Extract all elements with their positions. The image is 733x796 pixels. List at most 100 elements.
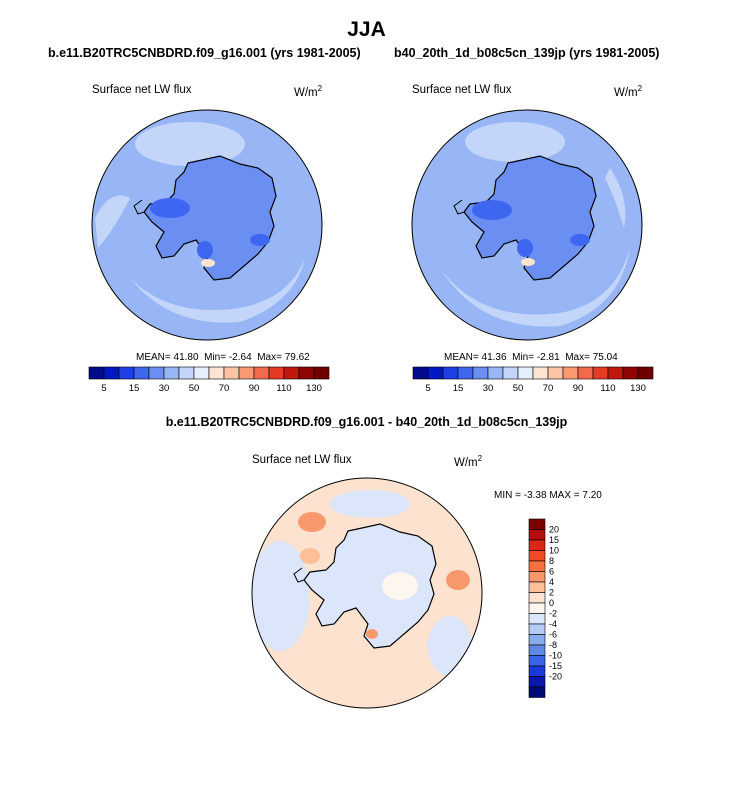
colorbar-tick-label: 2 xyxy=(549,588,554,598)
colorbar-box xyxy=(298,366,315,380)
colorbar-tick-label: 20 xyxy=(549,525,559,535)
panel2-mean-value: 41.36 xyxy=(481,352,507,363)
colorbar-box xyxy=(528,644,546,656)
panel1-dark-region xyxy=(150,198,190,218)
difference-positive-spot-west xyxy=(300,548,320,564)
colorbar-box xyxy=(268,366,285,380)
panel1-min-value: -2.64 xyxy=(228,352,252,363)
difference-case-title: b.e11.B20TRC5CNBDRD.f09_g16.001 - b40_20… xyxy=(165,415,568,429)
colorbar-tick-label: -6 xyxy=(549,630,557,640)
difference-map-border xyxy=(251,477,483,709)
difference-negative-region-east xyxy=(428,616,472,676)
colorbar-box xyxy=(313,366,330,380)
colorbar-box xyxy=(528,539,546,551)
panel1-mean-label: MEAN= xyxy=(136,352,171,363)
difference-positive-spot-east xyxy=(446,570,470,590)
colorbar-box xyxy=(427,366,444,380)
colorbar-tick-label: 10 xyxy=(549,546,559,556)
panel2-light-band xyxy=(440,248,630,327)
panel1-variable-label: Surface net LW flux xyxy=(92,84,192,96)
colorbar-tick-label: 130 xyxy=(630,383,646,394)
colorbar-tick-label: -8 xyxy=(549,640,557,650)
colorbar-tick-label: 15 xyxy=(129,383,140,394)
colorbar-box xyxy=(532,366,549,380)
panel1-light-region-west xyxy=(95,195,130,248)
panel2-variable-label: Surface net LW flux xyxy=(412,84,512,96)
difference-antarctica-landmass xyxy=(303,523,437,649)
difference-negative-region-west xyxy=(252,541,310,651)
difference-map xyxy=(251,477,483,709)
colorbar-box xyxy=(103,366,120,380)
colorbar-tick-label: 15 xyxy=(549,535,559,545)
colorbar-tick-label: 70 xyxy=(219,383,230,394)
panel2-max-value: 75.04 xyxy=(592,352,618,363)
colorbar-box xyxy=(528,613,546,625)
colorbar-box xyxy=(487,366,504,380)
difference-max-value: 7.20 xyxy=(582,490,602,501)
colorbar-tick-label: 110 xyxy=(600,383,615,394)
colorbar-tick-label: 5 xyxy=(425,383,430,394)
colorbar-box xyxy=(637,366,654,380)
difference-min-label: MIN = xyxy=(494,490,521,501)
season-title: JJA xyxy=(347,18,386,41)
colorbar-box xyxy=(502,366,519,380)
colorbar-tick-label: -4 xyxy=(549,619,557,629)
panel2-case-title: b40_20th_1d_b08c5cn_139jp (yrs 1981-2005… xyxy=(394,46,660,60)
colorbar-tick-label: -15 xyxy=(549,661,562,671)
colorbar-box xyxy=(223,366,240,380)
panel1-min-label: Min= xyxy=(204,352,227,363)
colorbar-tick-label: 70 xyxy=(543,383,554,394)
difference-units-label: W/m2 xyxy=(454,454,483,469)
colorbar-box xyxy=(528,655,546,667)
panel2-mean-label: MEAN= xyxy=(444,352,479,363)
colorbar-box xyxy=(592,366,609,380)
colorbar-box xyxy=(528,623,546,635)
difference-min-value: -3.38 xyxy=(523,490,547,501)
difference-stats: MIN = -3.38 MAX = 7.20 xyxy=(494,490,602,501)
colorbar-box xyxy=(253,366,270,380)
difference-positive-spot-north xyxy=(298,512,326,532)
panel2-min-label: Min= xyxy=(512,352,535,363)
panel1-case-title: b.e11.B20TRC5CNBDRD.f09_g16.001 (yrs 198… xyxy=(48,46,361,60)
colorbar-box xyxy=(577,366,594,380)
panel2-max-label: Max= xyxy=(565,352,590,363)
colorbar-tick-label: 130 xyxy=(306,383,322,394)
panel1-warm-spot xyxy=(201,259,215,267)
colorbar-box xyxy=(528,602,546,614)
panel1-dark-region-3 xyxy=(250,234,270,246)
colorbar-box xyxy=(283,366,300,380)
colorbar-tick-label: 110 xyxy=(276,383,291,394)
panel1-units-label: W/m2 xyxy=(294,84,323,99)
panel1-light-region xyxy=(135,122,245,166)
difference-variable-label: Surface net LW flux xyxy=(252,454,352,466)
colorbar-box xyxy=(118,366,135,380)
panel1-map-border xyxy=(91,109,323,341)
colorbar-tick-label: 30 xyxy=(159,383,170,394)
colorbar-tick-label: 90 xyxy=(249,383,260,394)
difference-land-positive-spot xyxy=(366,629,378,639)
panel1-colorbar: 5 15 30 50 70 90 110 130 xyxy=(88,366,330,394)
panel1-stats: MEAN= 41.80 Min= -2.64 Max= 79.62 xyxy=(136,352,310,363)
colorbar-box xyxy=(528,571,546,583)
panel1-max-label: Max= xyxy=(257,352,282,363)
panel2-colorbar: 5 15 30 50 70 90 110 130 xyxy=(412,366,654,394)
panel2-dark-region-2 xyxy=(517,239,533,257)
panel1-mean-value: 41.80 xyxy=(173,352,199,363)
panel2-stats: MEAN= 41.36 Min= -2.81 Max= 75.04 xyxy=(444,352,618,363)
colorbar-box xyxy=(528,518,546,530)
colorbar-tick-label: 0 xyxy=(549,598,554,608)
colorbar-box xyxy=(528,676,546,688)
colorbar-tick-label: 30 xyxy=(483,383,494,394)
colorbar-box xyxy=(622,366,639,380)
panel1-light-band xyxy=(130,258,305,323)
colorbar-tick-label: 90 xyxy=(573,383,584,394)
panel2-light-region xyxy=(465,122,565,162)
colorbar-tick-label: -10 xyxy=(549,651,562,661)
panel1-max-value: 79.62 xyxy=(284,352,310,363)
colorbar-box xyxy=(133,366,150,380)
panel2-warm-spot xyxy=(521,258,535,266)
colorbar-box xyxy=(193,366,210,380)
colorbar-box xyxy=(208,366,225,380)
difference-land-positive-region xyxy=(382,572,418,600)
